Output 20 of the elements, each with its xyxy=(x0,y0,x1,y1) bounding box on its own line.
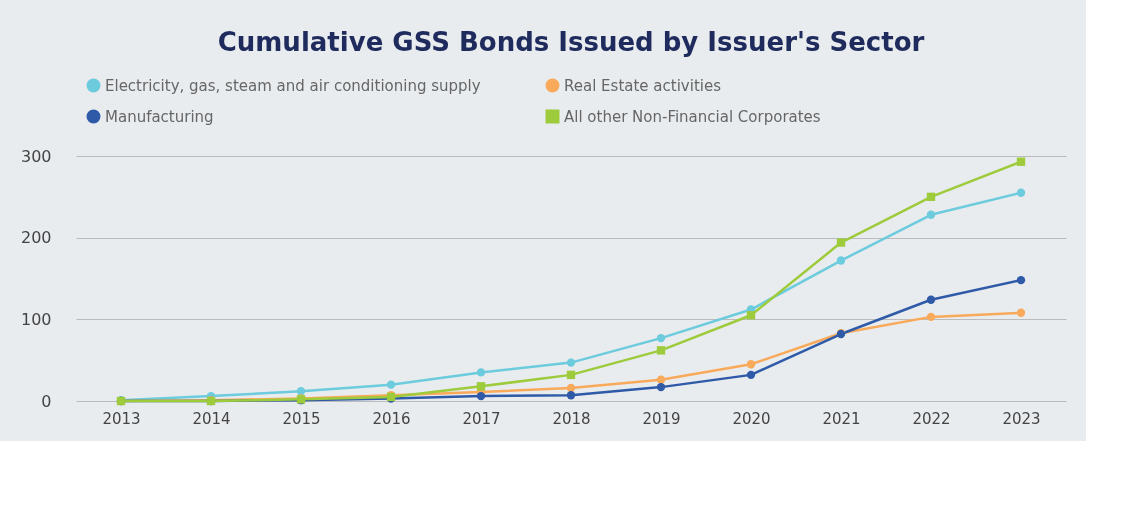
x-tick-label: 2016 xyxy=(372,409,411,428)
y-tick-label: 300 xyxy=(20,146,52,166)
legend-label: All other Non-Financial Corporates xyxy=(564,107,821,126)
x-tick-label: 2015 xyxy=(282,409,321,428)
x-tick-label: 2020 xyxy=(732,409,771,428)
legend-label: Real Estate activities xyxy=(564,76,722,95)
x-tick-label: 2023 xyxy=(1002,409,1041,428)
x-tick-label: 2013 xyxy=(102,409,141,428)
y-tick-label: 200 xyxy=(20,228,52,248)
chart-title: Cumulative GSS Bonds Issued by Issuer's Sector xyxy=(217,27,925,57)
y-tick-label: 100 xyxy=(20,309,52,329)
x-tick-label: 2018 xyxy=(552,409,591,428)
x-tick-label: 2022 xyxy=(912,409,951,428)
x-tick-label: 2019 xyxy=(642,409,681,428)
y-tick-label: 0 xyxy=(41,391,52,411)
legend-label: Manufacturing xyxy=(105,107,214,126)
x-tick-label: 2021 xyxy=(822,409,861,428)
x-tick-label: 2014 xyxy=(192,409,231,428)
legend-label: Electricity, gas, steam and air conditioning supply xyxy=(105,76,481,95)
x-tick-label: 2017 xyxy=(462,409,501,428)
